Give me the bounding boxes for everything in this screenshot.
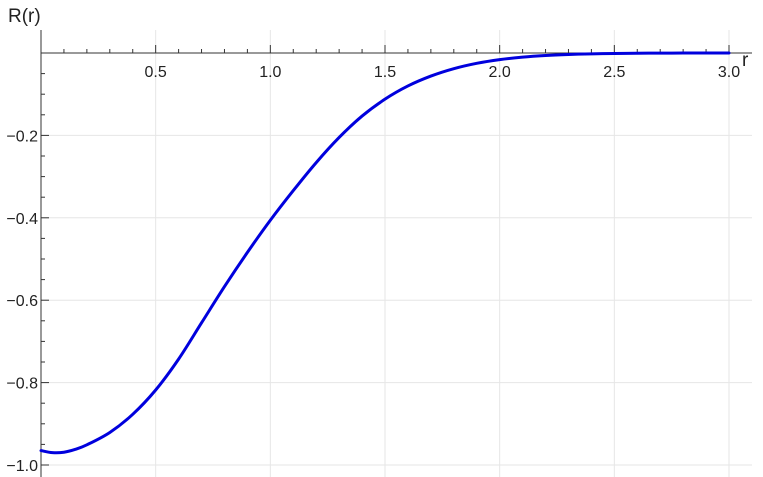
tick-labels: 0.5 1.0 1.5 2.0 2.5 3.0 −0.2 −0.4 −0.6 −0.8 −1.0 — [6, 64, 740, 475]
ticks — [41, 45, 730, 466]
x-tick-label: 2.0 — [489, 64, 511, 81]
grid — [41, 30, 752, 477]
x-tick-label: 2.5 — [603, 64, 625, 81]
x-tick-label: 3.0 — [718, 64, 740, 81]
x-tick-label: 0.5 — [145, 64, 167, 81]
y-tick-label: −0.4 — [6, 211, 38, 228]
x-tick-label: 1.0 — [259, 64, 281, 81]
series — [39, 51, 731, 455]
y-tick-label: −1.0 — [6, 458, 38, 475]
y-axis-label: R(r) — [8, 6, 41, 27]
y-tick-label: −0.8 — [6, 376, 38, 393]
y-tick-label: −0.6 — [6, 293, 38, 310]
x-axis-label: r — [742, 50, 749, 71]
series-line — [39, 51, 731, 455]
x-tick-label: 1.5 — [374, 64, 396, 81]
axes — [40, 30, 752, 477]
y-tick-label: −0.2 — [6, 128, 38, 145]
